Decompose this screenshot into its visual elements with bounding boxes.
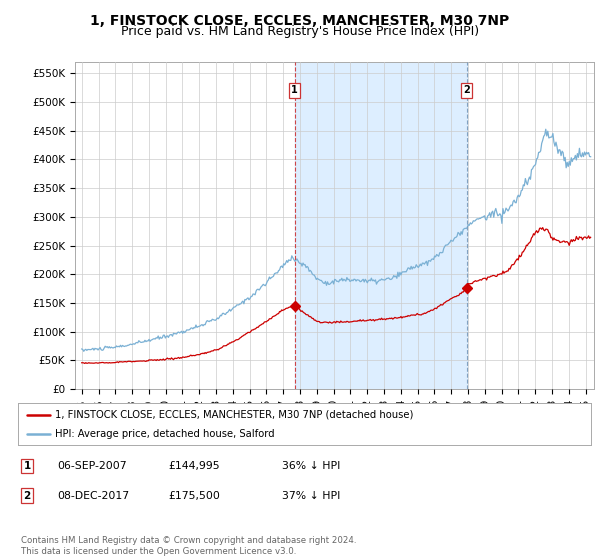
Bar bbox=[295, 62, 467, 389]
Text: 1, FINSTOCK CLOSE, ECCLES, MANCHESTER, M30 7NP: 1, FINSTOCK CLOSE, ECCLES, MANCHESTER, M… bbox=[91, 14, 509, 28]
Text: 2: 2 bbox=[23, 491, 31, 501]
Text: 1, FINSTOCK CLOSE, ECCLES, MANCHESTER, M30 7NP (detached house): 1, FINSTOCK CLOSE, ECCLES, MANCHESTER, M… bbox=[55, 409, 413, 419]
Text: 1: 1 bbox=[23, 461, 31, 471]
Text: 06-SEP-2007: 06-SEP-2007 bbox=[57, 461, 127, 471]
Text: HPI: Average price, detached house, Salford: HPI: Average price, detached house, Salf… bbox=[55, 429, 275, 439]
Text: 1: 1 bbox=[291, 85, 298, 95]
Text: £175,500: £175,500 bbox=[168, 491, 220, 501]
Text: Price paid vs. HM Land Registry's House Price Index (HPI): Price paid vs. HM Land Registry's House … bbox=[121, 25, 479, 38]
Text: 08-DEC-2017: 08-DEC-2017 bbox=[57, 491, 129, 501]
Text: £144,995: £144,995 bbox=[168, 461, 220, 471]
Text: 2: 2 bbox=[463, 85, 470, 95]
Text: 37% ↓ HPI: 37% ↓ HPI bbox=[282, 491, 340, 501]
Text: 36% ↓ HPI: 36% ↓ HPI bbox=[282, 461, 340, 471]
Text: Contains HM Land Registry data © Crown copyright and database right 2024.
This d: Contains HM Land Registry data © Crown c… bbox=[21, 536, 356, 556]
